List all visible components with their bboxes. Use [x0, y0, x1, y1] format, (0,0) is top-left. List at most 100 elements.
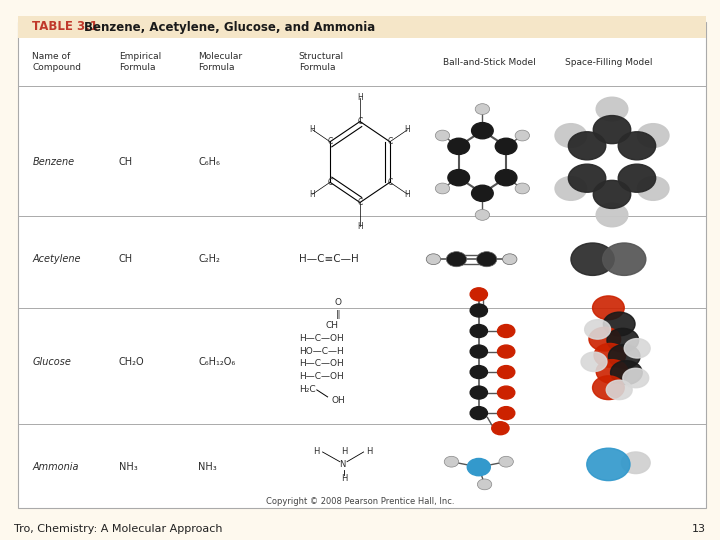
Text: Acetylene: Acetylene: [32, 254, 81, 264]
Text: Molecular
Formula: Molecular Formula: [198, 52, 242, 72]
Circle shape: [593, 376, 624, 400]
Text: Empirical
Formula: Empirical Formula: [119, 52, 161, 72]
Circle shape: [470, 288, 487, 301]
Text: C: C: [328, 137, 333, 146]
Text: C: C: [357, 198, 363, 207]
Text: O: O: [335, 298, 342, 307]
Text: ‖: ‖: [336, 310, 341, 319]
Circle shape: [448, 170, 469, 186]
Text: Benzene: Benzene: [32, 157, 75, 167]
Text: Name of
Compound: Name of Compound: [32, 52, 81, 72]
Text: H: H: [405, 190, 410, 199]
Text: H: H: [314, 448, 320, 456]
Circle shape: [475, 210, 490, 220]
Text: C: C: [387, 178, 392, 187]
Circle shape: [593, 116, 631, 144]
Circle shape: [467, 458, 490, 476]
Circle shape: [568, 164, 606, 192]
Circle shape: [498, 407, 515, 420]
Circle shape: [618, 164, 656, 192]
Circle shape: [499, 456, 513, 467]
Text: H—C—OH: H—C—OH: [299, 373, 343, 381]
Text: TABLE 3.1: TABLE 3.1: [32, 21, 98, 33]
Text: Ball-and-Stick Model: Ball-and-Stick Model: [443, 58, 536, 66]
Circle shape: [477, 252, 497, 267]
Circle shape: [472, 185, 493, 201]
Circle shape: [448, 138, 469, 154]
Text: C₆H₆: C₆H₆: [198, 157, 220, 167]
Circle shape: [568, 132, 606, 160]
Circle shape: [593, 296, 624, 320]
Text: H: H: [405, 125, 410, 134]
Circle shape: [624, 339, 650, 358]
Circle shape: [596, 360, 628, 383]
Text: Ammonia: Ammonia: [32, 462, 79, 472]
Circle shape: [498, 366, 515, 379]
Circle shape: [621, 452, 650, 474]
Text: H: H: [310, 125, 315, 134]
Circle shape: [498, 386, 515, 399]
Circle shape: [515, 183, 529, 194]
Circle shape: [589, 327, 621, 351]
Circle shape: [492, 422, 509, 435]
FancyBboxPatch shape: [18, 22, 706, 508]
Text: H₂C: H₂C: [299, 386, 315, 394]
Text: H: H: [341, 475, 347, 483]
Text: C₆H₁₂O₆: C₆H₁₂O₆: [198, 357, 235, 367]
Text: OH: OH: [331, 396, 345, 405]
Circle shape: [637, 124, 669, 147]
Text: Glucose: Glucose: [32, 357, 71, 367]
Circle shape: [426, 254, 441, 265]
Circle shape: [603, 312, 635, 336]
Circle shape: [623, 368, 649, 388]
Circle shape: [618, 132, 656, 160]
Text: H: H: [310, 190, 315, 199]
Circle shape: [470, 386, 487, 399]
Circle shape: [606, 380, 632, 400]
Circle shape: [436, 130, 450, 141]
Text: CH: CH: [119, 254, 133, 264]
Circle shape: [470, 366, 487, 379]
Circle shape: [477, 479, 492, 490]
Text: H: H: [341, 448, 347, 456]
Circle shape: [475, 104, 490, 114]
Circle shape: [585, 320, 611, 339]
Text: CH₂O: CH₂O: [119, 357, 145, 367]
Circle shape: [571, 243, 614, 275]
Circle shape: [637, 177, 669, 200]
Text: Structural
Formula: Structural Formula: [299, 52, 344, 72]
Text: Tro, Chemistry: A Molecular Approach: Tro, Chemistry: A Molecular Approach: [14, 524, 223, 534]
Circle shape: [495, 170, 517, 186]
Circle shape: [498, 325, 515, 338]
Text: H—C≡C—H: H—C≡C—H: [299, 254, 359, 264]
Text: 13: 13: [692, 524, 706, 534]
Text: C: C: [387, 137, 392, 146]
Text: Benzene, Acetylene, Glucose, and Ammonia: Benzene, Acetylene, Glucose, and Ammonia: [84, 21, 376, 33]
Circle shape: [555, 177, 587, 200]
Circle shape: [603, 243, 646, 275]
Circle shape: [587, 448, 630, 481]
Text: C₂H₂: C₂H₂: [198, 254, 220, 264]
Circle shape: [470, 304, 487, 317]
Circle shape: [472, 123, 493, 139]
Text: CH: CH: [119, 157, 133, 167]
Circle shape: [596, 203, 628, 227]
Circle shape: [503, 254, 517, 265]
Text: C: C: [357, 117, 363, 126]
Circle shape: [581, 352, 607, 372]
Circle shape: [555, 124, 587, 147]
Text: H: H: [357, 222, 363, 231]
Circle shape: [607, 328, 639, 352]
Text: C: C: [328, 178, 333, 187]
Text: H—C—OH: H—C—OH: [299, 334, 343, 342]
Circle shape: [470, 407, 487, 420]
Circle shape: [446, 252, 467, 267]
Circle shape: [515, 130, 529, 141]
Circle shape: [593, 180, 631, 208]
Circle shape: [611, 361, 642, 384]
Circle shape: [608, 345, 640, 368]
Text: HO—C—H: HO—C—H: [299, 347, 343, 355]
Circle shape: [470, 325, 487, 338]
Circle shape: [594, 343, 626, 367]
Text: N: N: [340, 461, 346, 469]
